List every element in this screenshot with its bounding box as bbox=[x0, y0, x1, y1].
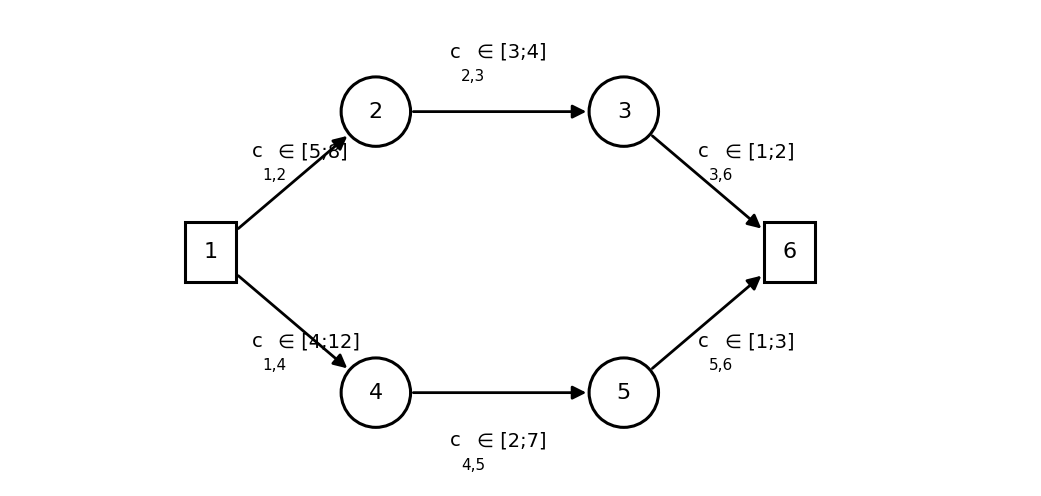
FancyBboxPatch shape bbox=[185, 222, 236, 282]
Text: 4,5: 4,5 bbox=[461, 457, 485, 473]
Text: 2,3: 2,3 bbox=[461, 69, 485, 84]
Circle shape bbox=[589, 358, 659, 428]
Text: ∈ [1;2]: ∈ [1;2] bbox=[725, 142, 794, 161]
Text: c: c bbox=[252, 332, 262, 351]
Text: 5,6: 5,6 bbox=[709, 358, 733, 373]
FancyBboxPatch shape bbox=[763, 222, 815, 282]
Text: c: c bbox=[699, 332, 709, 351]
Circle shape bbox=[341, 77, 410, 146]
Text: ∈ [2;7]: ∈ [2;7] bbox=[477, 432, 547, 450]
Text: ∈ [5;8]: ∈ [5;8] bbox=[278, 142, 348, 161]
Text: 1,2: 1,2 bbox=[262, 168, 286, 183]
Text: 1,4: 1,4 bbox=[262, 358, 286, 373]
Circle shape bbox=[589, 77, 659, 146]
Circle shape bbox=[341, 358, 410, 428]
Text: 2: 2 bbox=[369, 102, 383, 122]
Text: 4: 4 bbox=[369, 382, 383, 403]
Text: ∈ [1;3]: ∈ [1;3] bbox=[725, 332, 794, 351]
Text: ∈ [3;4]: ∈ [3;4] bbox=[477, 43, 547, 62]
Text: 3: 3 bbox=[616, 102, 631, 122]
Text: ∈ [4;12]: ∈ [4;12] bbox=[278, 332, 360, 351]
Text: 6: 6 bbox=[782, 242, 796, 262]
Text: 1: 1 bbox=[203, 242, 218, 262]
Text: 3,6: 3,6 bbox=[709, 168, 733, 183]
Text: c: c bbox=[699, 142, 709, 161]
Text: 5: 5 bbox=[616, 382, 631, 403]
Text: c: c bbox=[252, 142, 262, 161]
Text: c: c bbox=[451, 43, 461, 62]
Text: c: c bbox=[451, 432, 461, 450]
